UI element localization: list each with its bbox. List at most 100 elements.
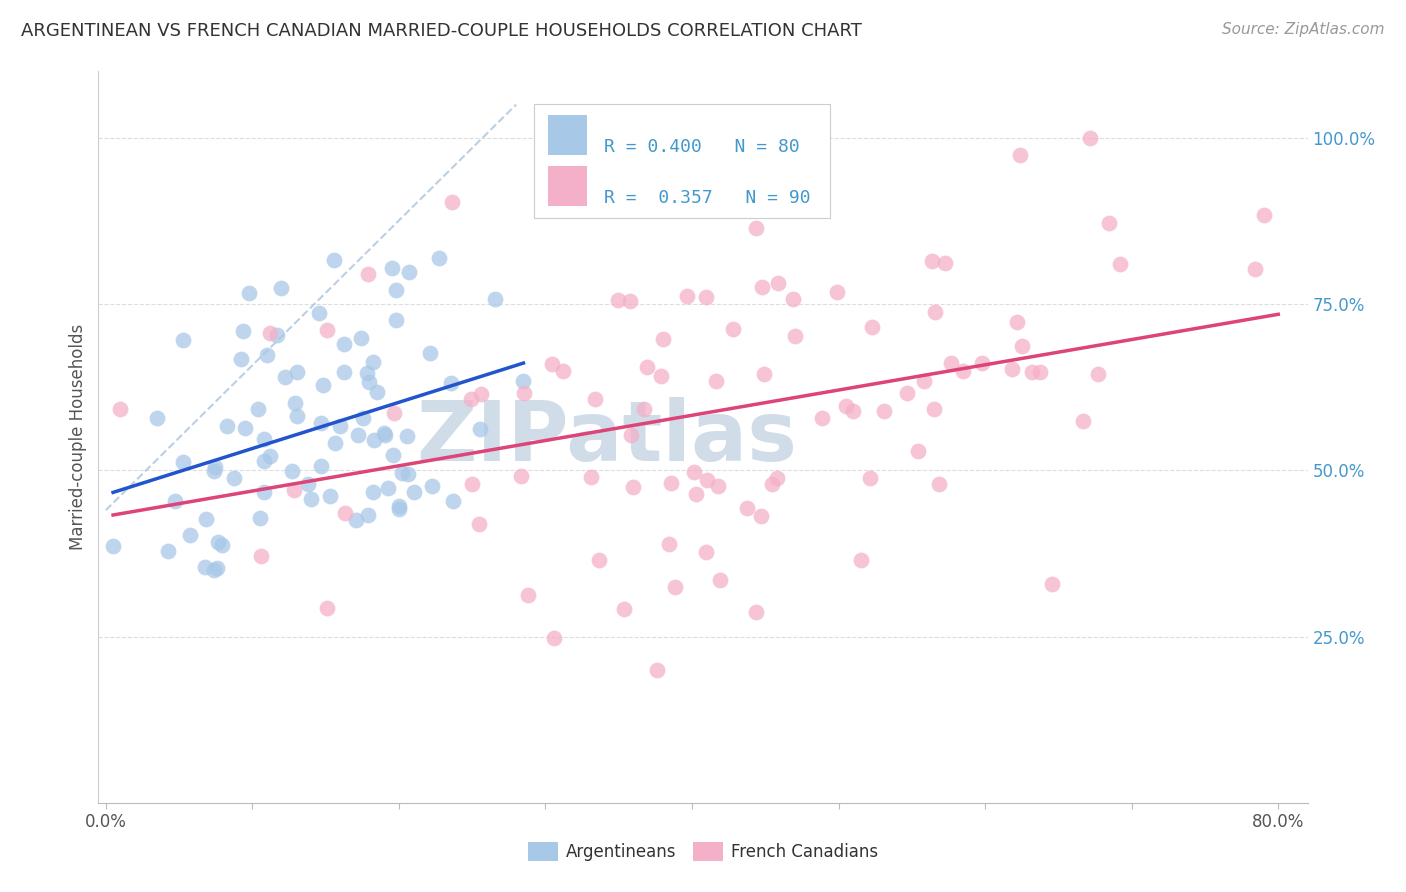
- Point: [620, 428, 643, 442]
- Point: [676, 288, 699, 302]
- Point: [384, 283, 406, 297]
- Point: [468, 517, 491, 532]
- Point: [583, 392, 606, 406]
- Point: [1244, 262, 1267, 277]
- Point: [110, 401, 132, 416]
- Point: [952, 364, 974, 378]
- Point: [385, 313, 408, 327]
- Point: [613, 602, 636, 616]
- Point: [398, 467, 420, 482]
- Point: [274, 370, 297, 384]
- Point: [924, 402, 946, 417]
- Point: [374, 428, 396, 442]
- Point: [440, 194, 463, 209]
- Point: [619, 293, 641, 308]
- Point: [388, 499, 411, 513]
- Point: [1071, 414, 1094, 428]
- Point: [650, 369, 672, 384]
- Point: [344, 512, 367, 526]
- Point: [543, 631, 565, 645]
- Bar: [548, 166, 586, 206]
- Point: [1109, 257, 1132, 271]
- Point: [707, 478, 730, 492]
- Point: [281, 464, 304, 478]
- Point: [322, 253, 344, 268]
- Point: [749, 508, 772, 523]
- Point: [332, 365, 354, 379]
- Point: [211, 538, 233, 552]
- Point: [551, 364, 574, 378]
- Point: [761, 476, 783, 491]
- Point: [825, 285, 848, 300]
- Point: [388, 501, 411, 516]
- Point: [652, 332, 675, 346]
- Point: [179, 528, 201, 542]
- Point: [896, 386, 918, 401]
- Point: [402, 485, 425, 500]
- Point: [441, 494, 464, 508]
- Point: [333, 336, 356, 351]
- Point: [1007, 315, 1029, 329]
- Point: [381, 261, 404, 276]
- Point: [1040, 577, 1063, 591]
- Point: [163, 494, 186, 508]
- Point: [253, 484, 276, 499]
- Point: [308, 306, 330, 320]
- Point: [204, 459, 226, 474]
- Point: [250, 549, 273, 564]
- Point: [912, 374, 935, 388]
- Point: [202, 563, 225, 577]
- Point: [361, 355, 384, 369]
- Point: [1098, 216, 1121, 230]
- Point: [460, 392, 482, 406]
- Point: [1253, 208, 1275, 222]
- Point: [754, 367, 776, 381]
- Point: [633, 401, 655, 416]
- Point: [222, 471, 245, 485]
- Point: [516, 588, 538, 602]
- Point: [316, 322, 339, 336]
- Point: [283, 483, 305, 498]
- Point: [382, 449, 405, 463]
- Point: [398, 265, 420, 279]
- Point: [588, 553, 610, 567]
- Point: [382, 406, 405, 420]
- Point: [709, 573, 731, 587]
- Point: [361, 484, 384, 499]
- Point: [939, 356, 962, 370]
- Point: [645, 663, 668, 677]
- Point: [259, 449, 281, 463]
- Point: [468, 422, 491, 436]
- Point: [217, 418, 239, 433]
- Point: [256, 349, 278, 363]
- Y-axis label: Married-couple Households: Married-couple Households: [69, 324, 87, 550]
- Point: [782, 292, 804, 306]
- Point: [1087, 367, 1109, 381]
- Point: [318, 489, 340, 503]
- Point: [695, 545, 717, 559]
- Point: [156, 543, 179, 558]
- Text: Source: ZipAtlas.com: Source: ZipAtlas.com: [1222, 22, 1385, 37]
- Point: [194, 560, 217, 574]
- Point: [579, 469, 602, 483]
- Point: [391, 466, 413, 480]
- Point: [664, 580, 686, 594]
- Point: [352, 411, 374, 425]
- Point: [766, 276, 789, 290]
- Point: [735, 500, 758, 515]
- Point: [509, 469, 531, 483]
- Point: [440, 376, 463, 390]
- Point: [207, 535, 229, 549]
- Point: [285, 365, 308, 379]
- Point: [745, 606, 768, 620]
- Point: [860, 320, 883, 334]
- Point: [751, 279, 773, 293]
- Point: [704, 374, 727, 388]
- Point: [621, 480, 644, 494]
- Point: [349, 331, 371, 345]
- Point: [357, 508, 380, 522]
- Point: [683, 465, 706, 479]
- Point: [205, 561, 228, 575]
- Point: [835, 399, 858, 413]
- Point: [266, 328, 288, 343]
